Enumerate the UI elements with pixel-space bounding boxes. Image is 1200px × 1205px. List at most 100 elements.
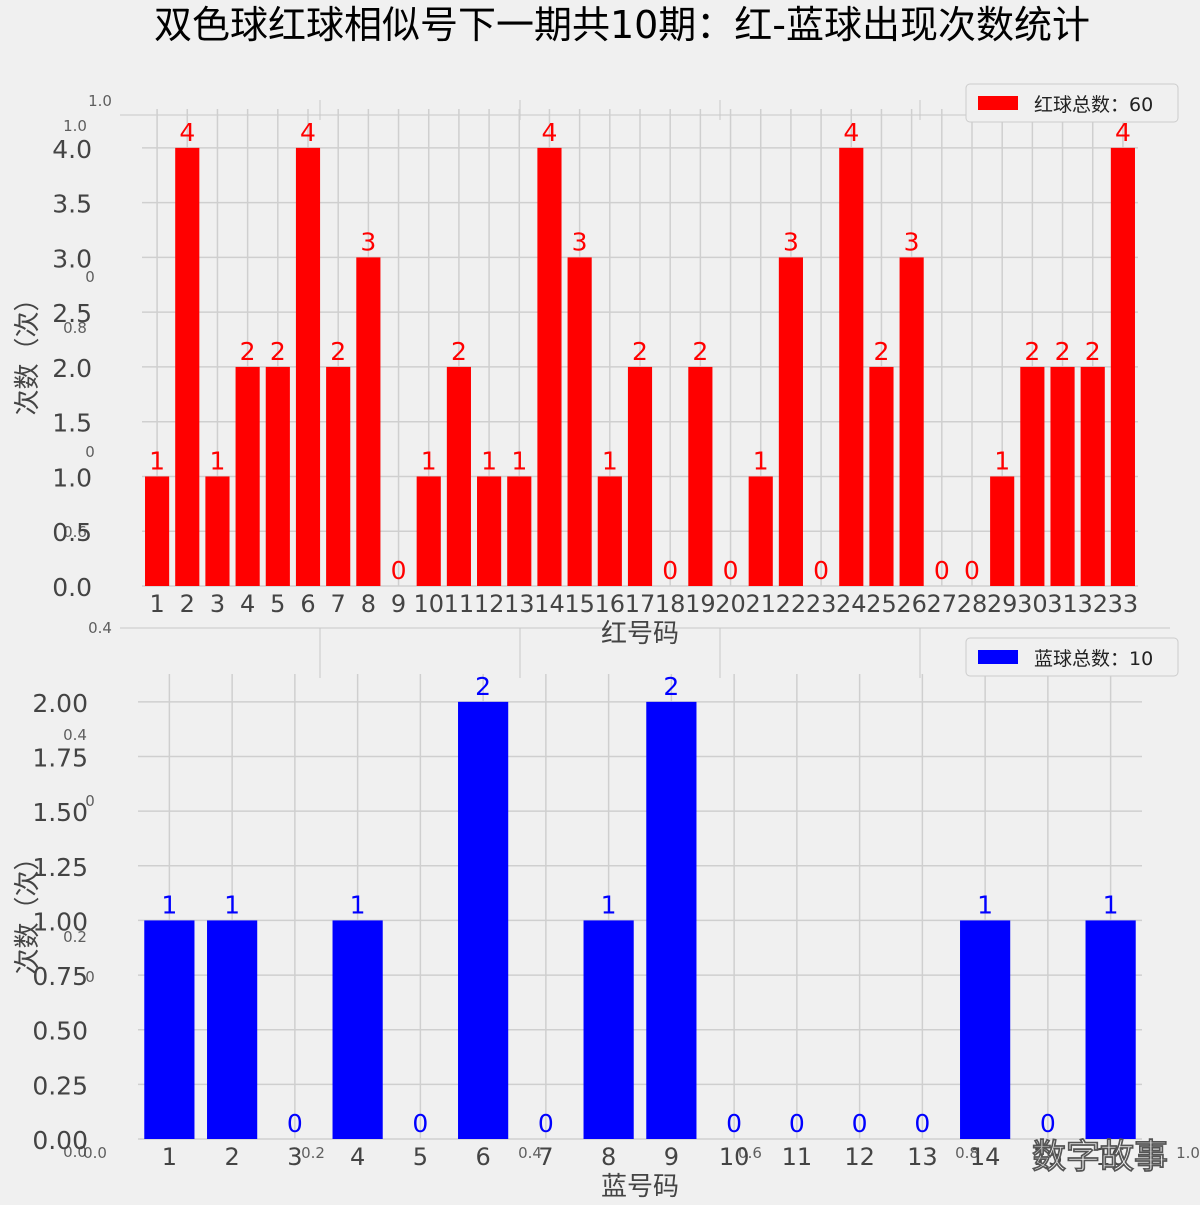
bar-value-label: 1 bbox=[149, 446, 165, 475]
bar-value-label: 4 bbox=[1115, 118, 1131, 147]
background-tick-label: 0.0 bbox=[83, 1144, 107, 1162]
y-axis-label: 次数（次） bbox=[13, 285, 43, 415]
bar-value-label: 4 bbox=[300, 118, 316, 147]
y-tick-label: 0.25 bbox=[32, 1071, 88, 1100]
bar bbox=[356, 257, 381, 586]
x-tick-label: 9 bbox=[391, 590, 406, 618]
bar-value-label: 1 bbox=[161, 890, 177, 919]
y-tick-label: 1.0 bbox=[52, 463, 92, 492]
x-tick-label: 23 bbox=[806, 590, 837, 618]
x-tick-label: 8 bbox=[601, 1143, 616, 1171]
y-tick-label: 0.0 bbox=[52, 573, 92, 602]
background-axes-layer: 1.01.000.800.60.40.400.200.00.0 0.2 0.4 0.6… bbox=[63, 92, 1200, 1162]
x-tick-label: 17 bbox=[625, 590, 656, 618]
background-tick-label: 0.4 bbox=[63, 726, 87, 744]
bar bbox=[1050, 366, 1075, 586]
x-tick-label: 6 bbox=[475, 1143, 490, 1171]
x-tick-label: 24 bbox=[836, 590, 867, 618]
bar bbox=[688, 366, 713, 586]
x-tick-label: 1 bbox=[149, 590, 164, 618]
x-tick-label: 28 bbox=[957, 590, 988, 618]
background-tick-label: 0 bbox=[85, 268, 95, 286]
bar bbox=[265, 366, 290, 586]
bar bbox=[446, 366, 471, 586]
y-tick-label: 1.5 bbox=[52, 409, 92, 438]
x-tick-label: 20 bbox=[715, 590, 746, 618]
bar-value-label: 1 bbox=[1103, 890, 1119, 919]
bar-value-label: 3 bbox=[572, 227, 588, 256]
background-tick-label: 0.8 bbox=[955, 1144, 979, 1162]
bar bbox=[205, 476, 230, 586]
x-tick-label: 2 bbox=[224, 1143, 239, 1171]
bar-value-label: 0 bbox=[964, 556, 980, 585]
bar-value-label: 2 bbox=[1055, 337, 1071, 366]
legend-swatch bbox=[978, 650, 1018, 664]
bar bbox=[583, 920, 634, 1139]
x-tick-label: 32 bbox=[1077, 590, 1108, 618]
x-tick-label: 3 bbox=[287, 1143, 302, 1171]
x-axis-label: 红号码 bbox=[601, 619, 679, 649]
bar-value-label: 1 bbox=[210, 446, 226, 475]
bar bbox=[144, 920, 195, 1139]
bar bbox=[646, 701, 697, 1139]
bar bbox=[295, 147, 321, 586]
bar bbox=[332, 920, 383, 1139]
x-tick-label: 7 bbox=[538, 1143, 553, 1171]
x-tick-label: 4 bbox=[350, 1143, 365, 1171]
bar bbox=[899, 257, 924, 586]
bar bbox=[839, 147, 864, 586]
bar bbox=[477, 476, 502, 586]
bar bbox=[537, 147, 562, 586]
background-tick-label: 0.6 bbox=[738, 1144, 762, 1162]
red-ball-panel: 0.00.51.01.52.02.53.03.54.01142132425462… bbox=[13, 83, 1179, 649]
y-tick-label: 1.00 bbox=[32, 907, 88, 936]
bar bbox=[326, 366, 351, 586]
bar bbox=[597, 476, 622, 586]
blue-ball-panel: 0.000.250.500.751.001.251.501.752.001112… bbox=[13, 637, 1179, 1202]
background-tick-label: 0.2 bbox=[63, 928, 87, 946]
x-tick-label: 14 bbox=[534, 590, 565, 618]
background-tick-label: 0.6 bbox=[63, 523, 87, 541]
x-tick-label: 29 bbox=[987, 590, 1018, 618]
x-tick-label: 12 bbox=[474, 590, 505, 618]
bar-value-label: 0 bbox=[287, 1109, 303, 1138]
bar bbox=[1080, 366, 1105, 586]
bar bbox=[567, 257, 592, 586]
x-tick-label: 13 bbox=[907, 1143, 938, 1171]
bar-value-label: 2 bbox=[451, 337, 467, 366]
bar-value-label: 1 bbox=[481, 446, 497, 475]
x-tick-label: 11 bbox=[782, 1143, 813, 1171]
x-tick-label: 5 bbox=[270, 590, 285, 618]
bar-value-label: 1 bbox=[977, 890, 993, 919]
x-tick-label: 4 bbox=[240, 590, 255, 618]
bar-value-label: 0 bbox=[412, 1109, 428, 1138]
bar-value-label: 2 bbox=[632, 337, 648, 366]
bar-value-label: 3 bbox=[783, 227, 799, 256]
x-tick-label: 19 bbox=[685, 590, 716, 618]
bar bbox=[627, 366, 653, 586]
legend-label: 红球总数：60 bbox=[1034, 94, 1153, 116]
bar bbox=[960, 920, 1011, 1139]
x-tick-label: 15 bbox=[1033, 1143, 1064, 1171]
bar-value-label: 1 bbox=[602, 446, 618, 475]
x-tick-label: 6 bbox=[300, 590, 315, 618]
x-tick-label: 12 bbox=[844, 1143, 875, 1171]
x-tick-label: 13 bbox=[504, 590, 535, 618]
y-tick-label: 1.25 bbox=[32, 853, 88, 882]
bar-value-label: 2 bbox=[270, 337, 286, 366]
x-tick-label: 8 bbox=[361, 590, 376, 618]
bar-value-label: 0 bbox=[726, 1109, 742, 1138]
x-tick-label: 2 bbox=[180, 590, 195, 618]
x-tick-label: 10 bbox=[719, 1143, 750, 1171]
bar-value-label: 0 bbox=[934, 556, 950, 585]
y-tick-label: 0.75 bbox=[32, 962, 88, 991]
bar-value-label: 0 bbox=[538, 1109, 554, 1138]
x-tick-label: 18 bbox=[655, 590, 686, 618]
bar-value-label: 2 bbox=[240, 337, 256, 366]
bar-value-label: 0 bbox=[391, 556, 407, 585]
x-tick-label: 7 bbox=[331, 590, 346, 618]
background-tick-label: 1.0 bbox=[1176, 1144, 1200, 1162]
bar-value-label: 0 bbox=[1040, 1109, 1056, 1138]
